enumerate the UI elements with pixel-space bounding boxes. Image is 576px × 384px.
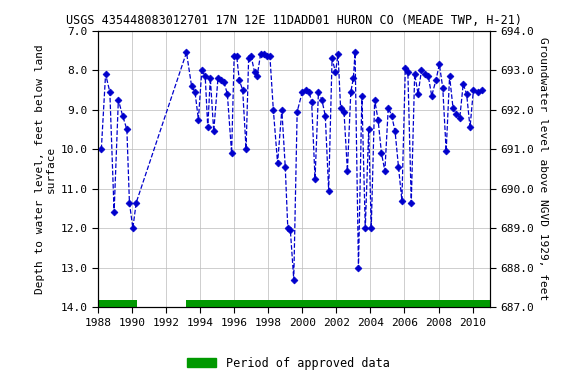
- Title: USGS 435448083012701 17N 12E 11DADD01 HURON CO (MEADE TWP, H-21): USGS 435448083012701 17N 12E 11DADD01 HU…: [66, 14, 522, 27]
- Legend: Period of approved data: Period of approved data: [182, 352, 394, 374]
- Y-axis label: Depth to water level, feet below land
surface: Depth to water level, feet below land su…: [35, 44, 56, 294]
- Y-axis label: Groundwater level above NGVD 1929, feet: Groundwater level above NGVD 1929, feet: [538, 37, 548, 301]
